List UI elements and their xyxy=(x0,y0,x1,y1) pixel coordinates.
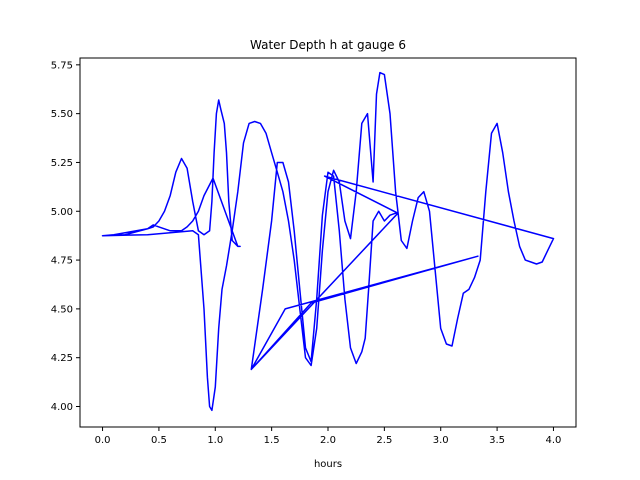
x-axis-label: hours xyxy=(314,459,342,470)
x-tick-label: 2.0 xyxy=(320,435,336,446)
chart-title: Water Depth h at gauge 6 xyxy=(250,38,406,52)
y-axis: 4.00 4.25 4.50 4.75 5.00 5.25 5.50 5.75 xyxy=(51,60,80,413)
x-tick-label: 4.0 xyxy=(546,435,562,446)
x-tick-label: 0.5 xyxy=(151,435,167,446)
x-tick-label: 1.5 xyxy=(264,435,280,446)
x-tick-label: 0.0 xyxy=(95,435,111,446)
y-tick-label: 5.00 xyxy=(51,207,73,218)
x-axis: 0.0 0.5 1.0 1.5 2.0 2.5 3.0 3.5 4.0 xyxy=(95,427,562,446)
y-tick-label: 5.50 xyxy=(51,109,73,120)
series-line-0 xyxy=(101,71,555,412)
y-tick-label: 5.25 xyxy=(51,158,73,169)
y-tick-label: 4.50 xyxy=(51,304,73,315)
y-tick-label: 5.75 xyxy=(51,60,73,71)
x-tick-label: 3.0 xyxy=(433,435,449,446)
x-tick-label: 2.5 xyxy=(376,435,392,446)
plot-area xyxy=(101,71,555,412)
x-tick-label: 1.0 xyxy=(207,435,223,446)
x-tick-label: 3.5 xyxy=(489,435,505,446)
y-tick-label: 4.00 xyxy=(51,402,73,413)
y-tick-label: 4.75 xyxy=(51,256,73,267)
y-tick-label: 4.25 xyxy=(51,353,73,364)
